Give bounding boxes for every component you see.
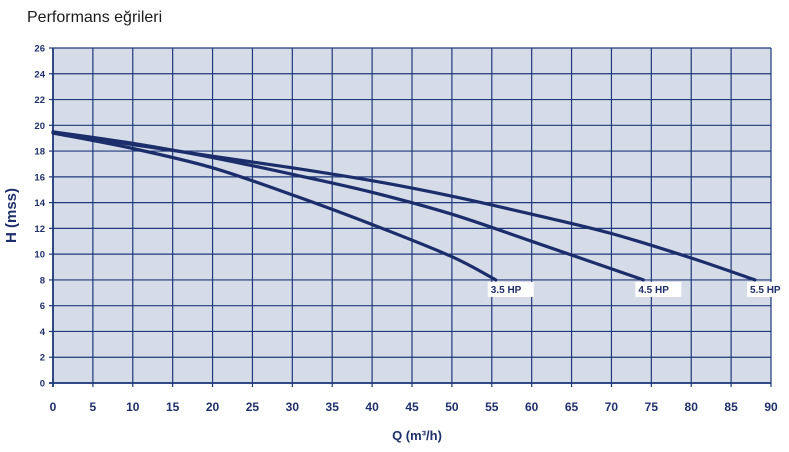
chart-title: Performans eğrileri <box>27 9 163 26</box>
x-axis-label: Q (m³/h) <box>392 428 442 443</box>
y-tick-label: 22 <box>34 95 45 106</box>
y-tick-label: 14 <box>34 198 45 209</box>
x-tick-label: 25 <box>246 400 260 414</box>
y-tick-label: 20 <box>34 121 45 132</box>
x-tick-label: 70 <box>605 400 619 414</box>
y-tick-label: 26 <box>34 44 45 55</box>
x-tick-label: 15 <box>166 400 180 414</box>
x-tick-label: 20 <box>206 400 220 414</box>
curve-label-box <box>635 281 682 297</box>
curve-label-box <box>487 281 534 297</box>
y-tick-label: 12 <box>34 224 45 235</box>
y-tick-label: 8 <box>40 275 45 286</box>
y-tick-label: 0 <box>40 379 45 390</box>
y-tick-label: 2 <box>40 353 45 364</box>
x-tick-label: 65 <box>565 400 579 414</box>
curve-3-5-hp <box>51 131 498 282</box>
x-tick-label: 45 <box>405 400 419 414</box>
y-tick-label: 24 <box>34 69 45 80</box>
curve-label-3-5-hp: 3.5 HP <box>491 285 522 296</box>
x-tick-label: 0 <box>50 400 57 414</box>
x-tick-label: 30 <box>286 400 300 414</box>
y-axis-label: H (mss) <box>3 188 20 243</box>
x-tick-label: 55 <box>485 400 499 414</box>
curve-5-5-hp <box>51 131 757 282</box>
curve-label-box <box>747 281 789 297</box>
x-tick-label: 40 <box>365 400 379 414</box>
y-tick-label: 6 <box>40 301 45 312</box>
y-tick-label: 4 <box>40 327 46 338</box>
x-tick-label: 60 <box>525 400 539 414</box>
x-tick-label: 35 <box>326 400 340 414</box>
y-tick-label: 18 <box>34 147 45 158</box>
curve-label-4-5-hp: 4.5 HP <box>638 285 669 296</box>
x-tick-label: 10 <box>126 400 140 414</box>
curve-label-5-5-hp: 5.5 HP <box>750 285 781 296</box>
x-tick-label: 50 <box>445 400 459 414</box>
x-tick-label: 5 <box>90 400 97 414</box>
x-tick-label: 80 <box>685 400 699 414</box>
y-tick-label: 10 <box>34 250 45 261</box>
x-tick-label: 85 <box>724 400 738 414</box>
y-tick-label: 16 <box>34 172 45 183</box>
x-tick-label: 90 <box>764 400 778 414</box>
x-tick-label: 75 <box>645 400 659 414</box>
